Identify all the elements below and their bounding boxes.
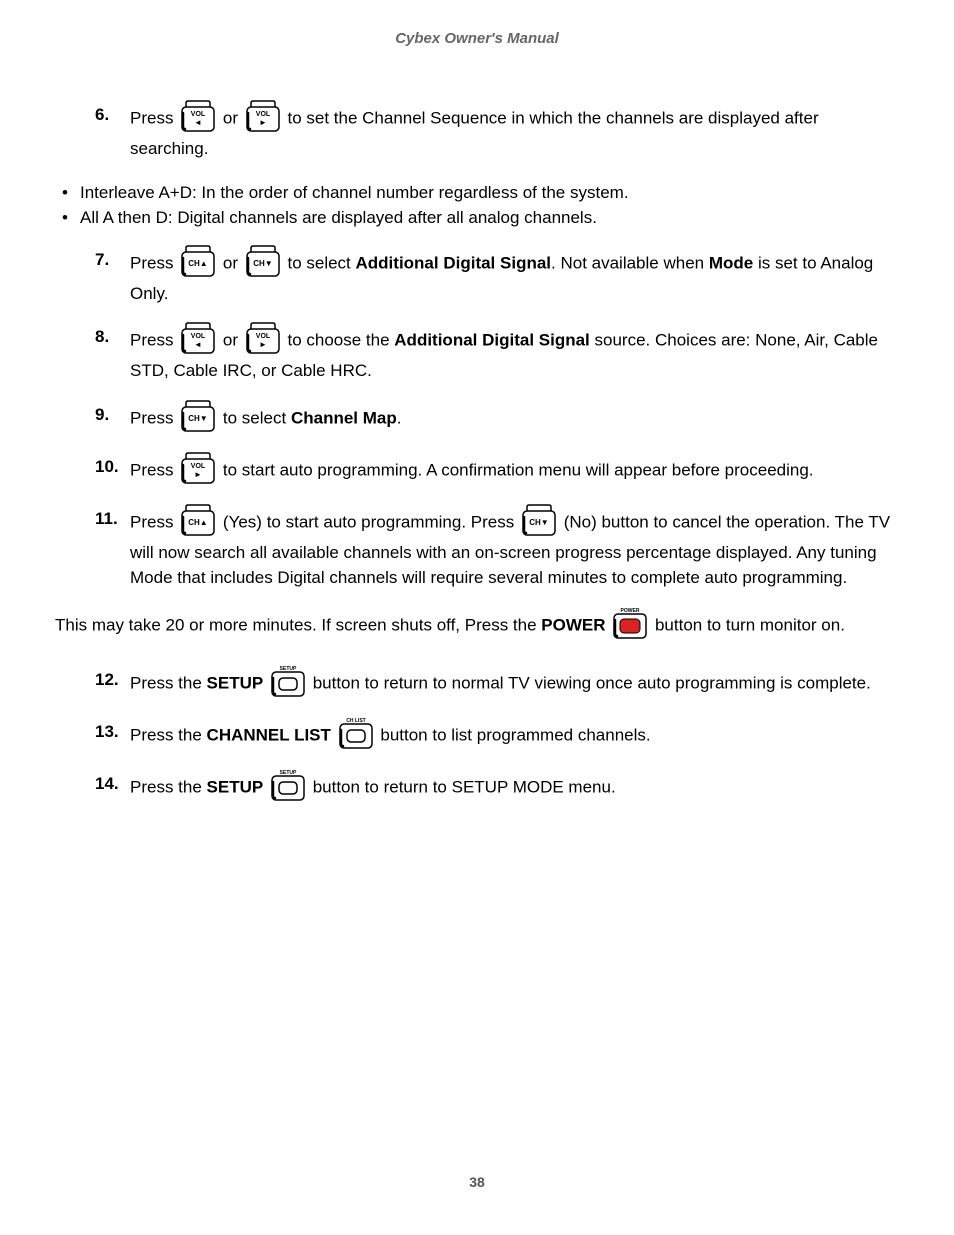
step-bold: SETUP xyxy=(207,673,264,692)
step-text: . Not available when xyxy=(551,253,709,272)
step-7: 7. Press CH▲ or CH▼ to select Additional… xyxy=(55,247,899,307)
step-text: or xyxy=(218,330,243,349)
svg-text:SETUP: SETUP xyxy=(280,666,297,672)
step-text: Press xyxy=(130,460,178,479)
step-14: 14. Press the SETUP SETUP button to retu… xyxy=(55,771,899,805)
bullet-list: Interleave A+D: In the order of channel … xyxy=(55,180,899,231)
step-12: 12. Press the SETUP SETUP button to retu… xyxy=(55,667,899,701)
vol-right-icon: VOL► xyxy=(245,321,281,355)
ch-list-icon: CH LIST xyxy=(338,716,374,750)
svg-text:CH▲: CH▲ xyxy=(188,518,207,527)
svg-text:VOL: VOL xyxy=(191,333,206,340)
svg-text:VOL: VOL xyxy=(256,333,271,340)
step-9: 9. Press CH▼ to select Channel Map. xyxy=(55,402,899,436)
step-number: 14. xyxy=(95,771,119,797)
ch-down-icon: CH▼ xyxy=(180,399,216,433)
power-icon: POWER xyxy=(612,606,648,640)
step-bold: Mode xyxy=(709,253,753,272)
svg-text:CH LIST: CH LIST xyxy=(346,718,365,724)
step-text: to choose the xyxy=(283,330,395,349)
step-text: Press xyxy=(130,512,178,531)
step-text: to select xyxy=(218,408,291,427)
step-text: button to return to SETUP MODE menu. xyxy=(308,777,616,796)
step-6: 6. Press VOL◄ or VOL► to set the Channel… xyxy=(55,102,899,162)
step-number: 6. xyxy=(95,102,109,128)
paragraph-text: This may take 20 or more minutes. If scr… xyxy=(55,615,541,634)
step-bold: CHANNEL LIST xyxy=(207,725,331,744)
vol-left-icon: VOL◄ xyxy=(180,321,216,355)
step-bold: SETUP xyxy=(207,777,264,796)
paragraph-text: button to turn monitor on. xyxy=(650,615,845,634)
step-text: button to return to normal TV viewing on… xyxy=(308,673,871,692)
svg-text:CH▼: CH▼ xyxy=(529,518,548,527)
bullet-item: Interleave A+D: In the order of channel … xyxy=(55,180,899,206)
step-number: 9. xyxy=(95,402,109,428)
svg-text:►: ► xyxy=(259,340,267,349)
svg-text:VOL: VOL xyxy=(191,463,206,470)
step-text: to start auto programming. A confirmatio… xyxy=(218,460,813,479)
step-text: Press the xyxy=(130,673,207,692)
step-text: . xyxy=(397,408,402,427)
svg-text:POWER: POWER xyxy=(621,608,640,614)
step-number: 11. xyxy=(95,506,118,532)
page-header: Cybex Owner's Manual xyxy=(55,30,899,47)
vol-right-icon: VOL► xyxy=(245,99,281,133)
step-number: 12. xyxy=(95,667,119,693)
step-13: 13. Press the CHANNEL LIST CH LIST butto… xyxy=(55,719,899,753)
step-text: Press xyxy=(130,330,178,349)
vol-left-icon: VOL◄ xyxy=(180,99,216,133)
step-8: 8. Press VOL◄ or VOL► to choose the Addi… xyxy=(55,324,899,384)
setup-icon: SETUP xyxy=(270,768,306,802)
step-11: 11. Press CH▲ (Yes) to start auto progra… xyxy=(55,506,899,591)
step-text: Press the xyxy=(130,777,207,796)
step-text: Press xyxy=(130,108,178,127)
bullet-item: All A then D: Digital channels are displ… xyxy=(55,205,899,231)
svg-text:VOL: VOL xyxy=(256,111,271,118)
ch-up-icon: CH▲ xyxy=(180,244,216,278)
step-number: 8. xyxy=(95,324,109,350)
svg-text:◄: ◄ xyxy=(194,340,202,349)
setup-icon: SETUP xyxy=(270,664,306,698)
ch-down-icon: CH▼ xyxy=(245,244,281,278)
svg-text:◄: ◄ xyxy=(194,118,202,127)
page-number: 38 xyxy=(0,1174,954,1190)
step-text: (Yes) to start auto programming. Press xyxy=(218,512,519,531)
step-text: or xyxy=(218,253,243,272)
step-bold: Additional Digital Signal xyxy=(394,330,590,349)
svg-text:►: ► xyxy=(194,470,202,479)
svg-text:CH▲: CH▲ xyxy=(188,259,207,268)
svg-text:CH▼: CH▼ xyxy=(253,259,272,268)
step-10: 10. Press VOL► to start auto programming… xyxy=(55,454,899,488)
step-text: Press xyxy=(130,253,178,272)
svg-text:SETUP: SETUP xyxy=(280,770,297,776)
step-number: 10. xyxy=(95,454,119,480)
vol-right-icon: VOL► xyxy=(180,451,216,485)
paragraph-bold: POWER xyxy=(541,615,605,634)
svg-text:VOL: VOL xyxy=(191,111,206,118)
ch-down-icon: CH▼ xyxy=(521,503,557,537)
step-text: Press xyxy=(130,408,178,427)
step-text: to select xyxy=(283,253,356,272)
svg-text:CH▼: CH▼ xyxy=(188,414,207,423)
step-number: 7. xyxy=(95,247,109,273)
step-text: or xyxy=(218,108,243,127)
svg-text:►: ► xyxy=(259,118,267,127)
step-bold: Channel Map xyxy=(291,408,397,427)
note-paragraph: This may take 20 or more minutes. If scr… xyxy=(55,609,899,643)
step-bold: Additional Digital Signal xyxy=(356,253,552,272)
step-text: Press the xyxy=(130,725,207,744)
ch-up-icon: CH▲ xyxy=(180,503,216,537)
step-number: 13. xyxy=(95,719,119,745)
step-text: button to list programmed channels. xyxy=(376,725,651,744)
